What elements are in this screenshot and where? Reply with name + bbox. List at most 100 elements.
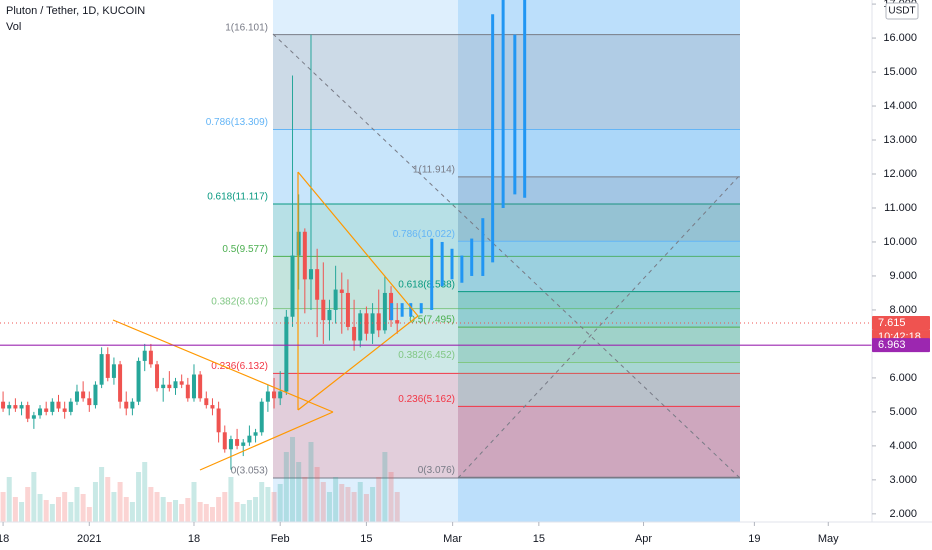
candle-body	[31, 415, 36, 419]
candle-body	[216, 408, 221, 433]
fib-label: 0(3.076)	[418, 465, 455, 476]
price-tag-label: 6.963	[878, 339, 906, 351]
y-tick-label: 16.000	[883, 32, 917, 44]
candle-body	[247, 435, 252, 443]
y-tick-label: 15.000	[883, 66, 917, 78]
volume-bar	[6, 477, 12, 522]
y-tick-label: 6.000	[889, 372, 917, 384]
candle-body	[25, 405, 30, 419]
candle-body	[259, 401, 264, 433]
volume-bar	[333, 477, 339, 522]
candle-body	[118, 364, 123, 402]
volume-bar	[357, 482, 363, 522]
candle-body	[185, 384, 190, 399]
volume-bar	[68, 502, 74, 522]
y-tick-label: 14.000	[883, 100, 917, 112]
candle-body	[124, 401, 129, 409]
candle-body	[302, 231, 307, 280]
y-tick-label: 3.000	[889, 474, 917, 486]
volume-bar	[129, 502, 135, 522]
y-tick-label: 9.000	[889, 270, 917, 282]
fib-band	[273, 373, 740, 479]
y-tick-label: 12.000	[883, 168, 917, 180]
volume-bar	[296, 462, 302, 522]
volume-bar	[339, 484, 345, 522]
fib-band	[273, 204, 740, 257]
candle-body	[74, 391, 79, 402]
fib-label: 0.382(8.037)	[211, 296, 268, 307]
fib-label: 1(16.101)	[225, 22, 268, 33]
candle-body	[44, 408, 49, 412]
fib-band	[458, 176, 740, 242]
candle-body	[395, 320, 400, 324]
fib-band	[273, 129, 740, 205]
candle-body	[284, 316, 289, 392]
candle-body	[382, 292, 387, 331]
triangle-line	[112, 319, 334, 413]
fib-band	[273, 34, 740, 130]
candle-body	[142, 350, 147, 361]
volume-bar	[382, 452, 388, 522]
fib-label: 0.5(9.577)	[222, 244, 268, 255]
candle-body	[228, 439, 233, 450]
volume-bar	[74, 487, 80, 522]
volume-bar	[394, 492, 400, 522]
candle-body	[173, 381, 178, 389]
plot-area: 0(3.053) 0.236(6.132) 0.382(8.037) 0.5(9.57…	[206, 0, 740, 522]
x-tick-label: 15	[360, 533, 372, 545]
volume-bar	[80, 494, 86, 522]
range-shade	[458, 0, 740, 522]
x-tick-label: 19	[748, 533, 760, 545]
fib-label: 0.618(11.117)	[207, 192, 268, 203]
volume-bar	[179, 504, 185, 522]
volume-bar	[376, 477, 382, 522]
y-tick-label: 13.000	[883, 134, 917, 146]
volume-bar	[56, 497, 62, 522]
candle-body	[376, 313, 381, 331]
candle-body	[136, 360, 141, 402]
candle-body	[222, 432, 227, 450]
candle-body	[87, 398, 92, 406]
x-tick-label: May	[818, 533, 839, 545]
candle-body	[235, 439, 240, 446]
x-tick-label: 18	[0, 533, 9, 545]
volume-bar	[117, 482, 123, 522]
volume-bar	[105, 477, 111, 522]
fib-band	[458, 241, 740, 292]
fib-band	[458, 406, 740, 478]
volume-bar	[259, 482, 265, 522]
x-tick-label: 18	[188, 533, 200, 545]
candle-body	[179, 381, 184, 385]
volume-bar	[197, 502, 203, 522]
volume-bar	[173, 500, 179, 522]
candle-body	[308, 269, 313, 280]
volume-bar	[265, 487, 271, 522]
fib-label: 0.236(6.132)	[211, 361, 268, 372]
volume-bar	[148, 487, 154, 522]
volume-bar	[283, 452, 289, 522]
volume-bar	[19, 502, 25, 522]
candle-body	[155, 364, 160, 389]
candle-body	[352, 326, 357, 341]
volume-bar	[123, 497, 129, 522]
candle-body	[265, 391, 270, 402]
candle-body	[130, 401, 135, 409]
volume-bar	[191, 482, 197, 522]
volume-bar	[49, 504, 55, 522]
annotations	[0, 171, 872, 471]
price-tag-label: 7.615	[878, 317, 906, 329]
candle-body	[62, 408, 67, 412]
volume-bar	[326, 492, 332, 522]
fib-label: 0.786(13.309)	[206, 117, 268, 128]
volume-bar	[185, 498, 191, 522]
volume-bar	[99, 467, 105, 522]
volume-bar	[37, 494, 43, 522]
volume-bar	[203, 504, 209, 522]
candle-body	[204, 398, 209, 406]
candle-body	[370, 313, 375, 334]
candle-body	[13, 405, 18, 409]
chart-title: Pluton / Tether, 1D, KUCOIN	[6, 5, 145, 17]
candle-body	[290, 255, 295, 317]
candle-body	[99, 354, 104, 385]
